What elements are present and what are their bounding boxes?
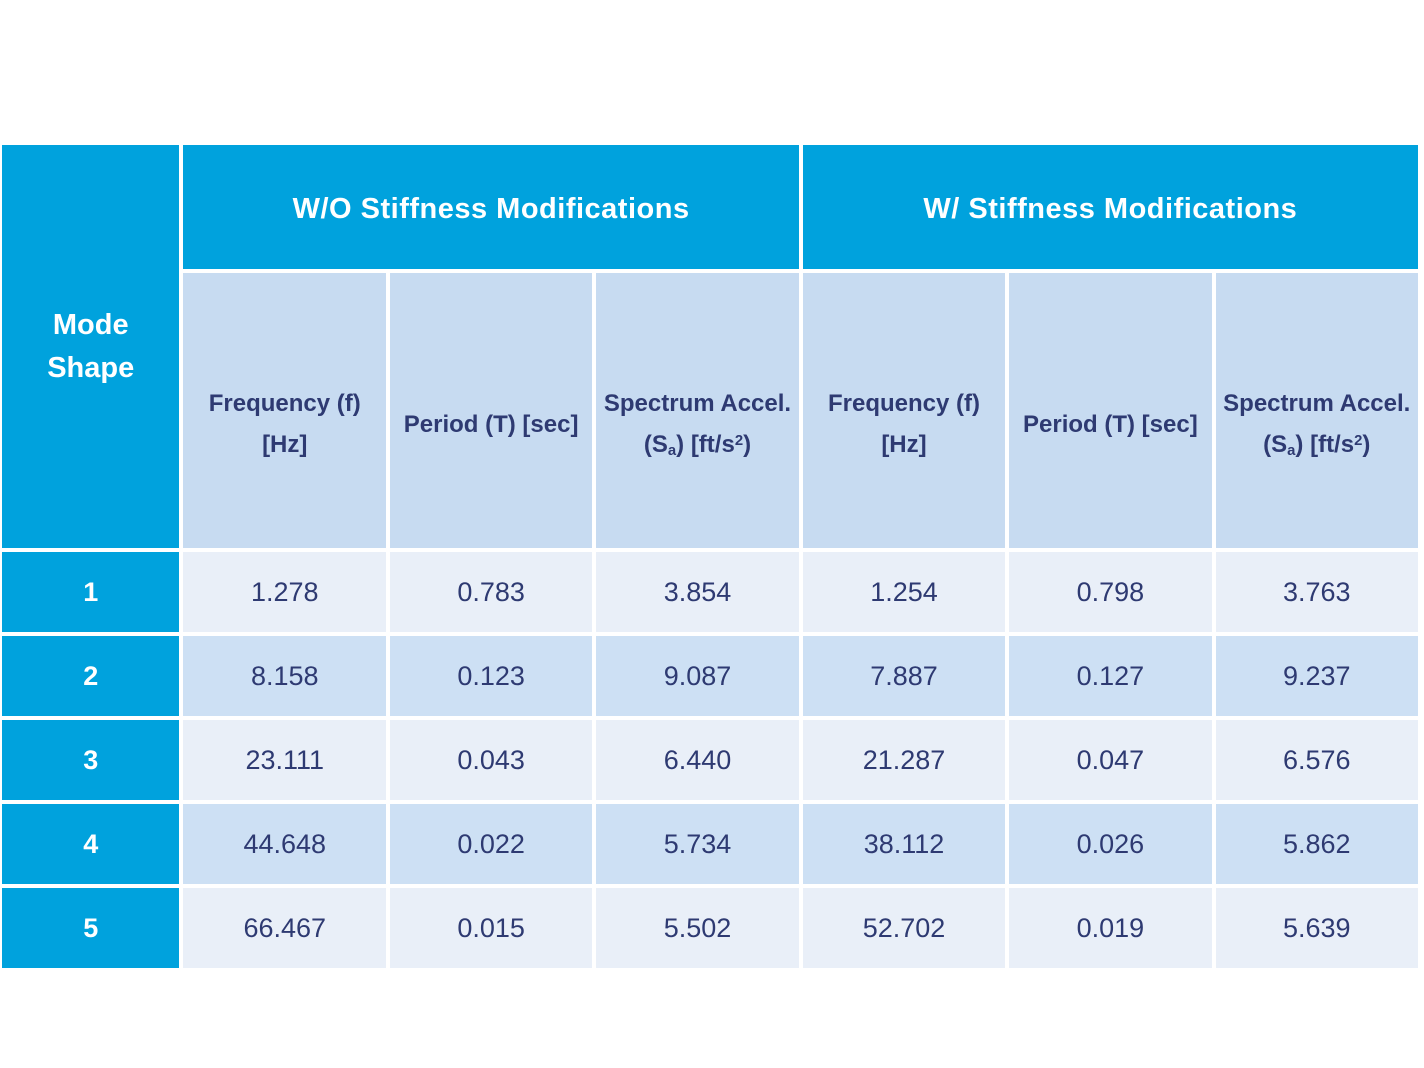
col-header-frequency-wo: Frequency (f) [Hz] [183, 273, 386, 548]
group-header-without-mods: W/O Stiffness Modifications [183, 145, 799, 269]
data-cell: 0.019 [1009, 888, 1212, 968]
col-header-text: Period (T) [sec] [1023, 410, 1198, 438]
data-cell: 8.158 [183, 636, 386, 716]
mode-shape-label-line1: Mode [52, 309, 129, 342]
col-header-period-w: Period (T) [sec] [1009, 273, 1212, 548]
col-header-spectrum-wo: Spectrum Accel. (Sa) [ft/s2) [596, 273, 799, 548]
data-cell: 21.287 [802, 720, 1006, 800]
group-header-with-mods: W/ Stiffness Modifications [802, 145, 1418, 269]
col-header-text: (Sa) [ft/s2) [1263, 431, 1371, 459]
data-cell: 7.887 [802, 636, 1006, 716]
col-header-text: Period (T) [sec] [403, 410, 579, 438]
data-cell: 0.798 [1009, 552, 1212, 632]
table-row: 3 23.111 0.043 6.440 21.287 0.047 6.576 [2, 720, 1418, 800]
mode-shape-label-line2: Shape [47, 351, 135, 384]
mode-cell: 4 [2, 804, 180, 884]
data-cell: 1.254 [802, 552, 1006, 632]
data-cell: 0.022 [390, 804, 593, 884]
col-header-spectrum-w: Spectrum Accel. (Sa) [ft/s2) [1215, 273, 1418, 548]
data-cell: 6.576 [1215, 720, 1418, 800]
col-header-text: [Hz] [881, 431, 927, 458]
data-cell: 5.502 [596, 888, 799, 968]
mode-cell: 2 [2, 636, 180, 716]
col-header-frequency-w: Frequency (f) [Hz] [802, 273, 1006, 548]
data-cell: 66.467 [183, 888, 386, 968]
col-header-period-wo: Period (T) [sec] [390, 273, 593, 548]
table-row: 4 44.648 0.022 5.734 38.112 0.026 5.862 [2, 804, 1418, 884]
data-cell: 5.639 [1215, 888, 1418, 968]
col-header-text: [Hz] [262, 431, 308, 458]
col-header-text: Frequency (f) [208, 390, 361, 418]
data-cell: 23.111 [183, 720, 386, 800]
mode-cell: 5 [2, 888, 180, 968]
modal-analysis-table: Mode Shape W/O Stiffness Modifications W… [0, 141, 1422, 972]
table-row: 1 1.278 0.783 3.854 1.254 0.798 3.763 [2, 552, 1418, 632]
data-cell: 6.440 [596, 720, 799, 800]
column-header-row: Frequency (f) [Hz] Period (T) [sec] Spec… [2, 273, 1418, 548]
data-cell: 9.087 [596, 636, 799, 716]
data-cell: 5.734 [596, 804, 799, 884]
group-header-row: Mode Shape W/O Stiffness Modifications W… [2, 145, 1418, 548]
data-cell: 0.123 [390, 636, 593, 716]
data-cell: 0.026 [1009, 804, 1212, 884]
table-row: 5 66.467 0.015 5.502 52.702 0.019 5.639 [2, 888, 1418, 968]
data-cell: 1.278 [183, 552, 386, 632]
col-header-text: Spectrum Accel. [603, 390, 792, 418]
data-cell: 38.112 [802, 804, 1006, 884]
data-cell: 0.127 [1009, 636, 1212, 716]
table-row: 2 8.158 0.123 9.087 7.887 0.127 9.237 [2, 636, 1418, 716]
col-header-text: (Sa) [ft/s2) [643, 431, 752, 459]
data-cell: 44.648 [183, 804, 386, 884]
data-cell: 3.763 [1215, 552, 1418, 632]
data-cell: 3.854 [596, 552, 799, 632]
data-cell: 9.237 [1215, 636, 1418, 716]
data-cell: 0.047 [1009, 720, 1212, 800]
mode-shape-header-cell: Mode Shape [2, 145, 180, 548]
data-cell: 52.702 [802, 888, 1006, 968]
data-cell: 0.015 [390, 888, 593, 968]
col-header-text: Spectrum Accel. [1223, 390, 1411, 418]
data-cell: 0.783 [390, 552, 593, 632]
data-cell: 0.043 [390, 720, 593, 800]
mode-cell: 1 [2, 552, 180, 632]
data-cell: 5.862 [1215, 804, 1418, 884]
mode-cell: 3 [2, 720, 180, 800]
col-header-text: Frequency (f) [827, 390, 980, 418]
